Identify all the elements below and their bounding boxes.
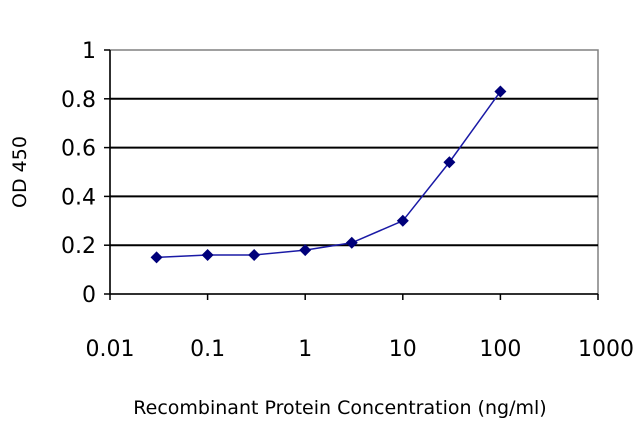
x-tick-labels: 0.01 0.1 1 10 100 1000 [86,337,634,362]
x-tick-label: 0.01 [86,337,135,362]
data-point [494,85,507,98]
series-line [156,91,502,259]
x-tick-label: 1 [298,337,312,362]
y-axis-label: OD 450 [9,136,31,208]
data-point [299,244,312,257]
x-tick-label: 0.1 [190,337,225,362]
y-tick-label: 0.8 [61,88,96,113]
data-point [396,214,409,227]
y-tick-label: 1 [82,39,96,64]
y-tick-label: 0.2 [61,234,96,259]
data-point [443,156,456,169]
axes [104,49,599,300]
data-point [345,236,358,249]
y-tick-label: 0.4 [61,185,96,210]
x-tick-label: 100 [479,337,521,362]
data-point [150,251,163,264]
y-tick-label: 0.6 [61,137,96,162]
data-point [201,248,214,261]
x-tick-label: 1000 [578,337,634,362]
y-tick-labels: 0 0.2 0.4 0.6 0.8 1 [61,39,96,308]
data-series [150,85,507,264]
plot-area [109,49,599,295]
x-axis-label: Recombinant Protein Concentration (ng/ml… [133,397,546,419]
y-tick-label: 0 [82,283,96,308]
data-point [248,248,261,261]
x-tick-label: 10 [389,337,417,362]
